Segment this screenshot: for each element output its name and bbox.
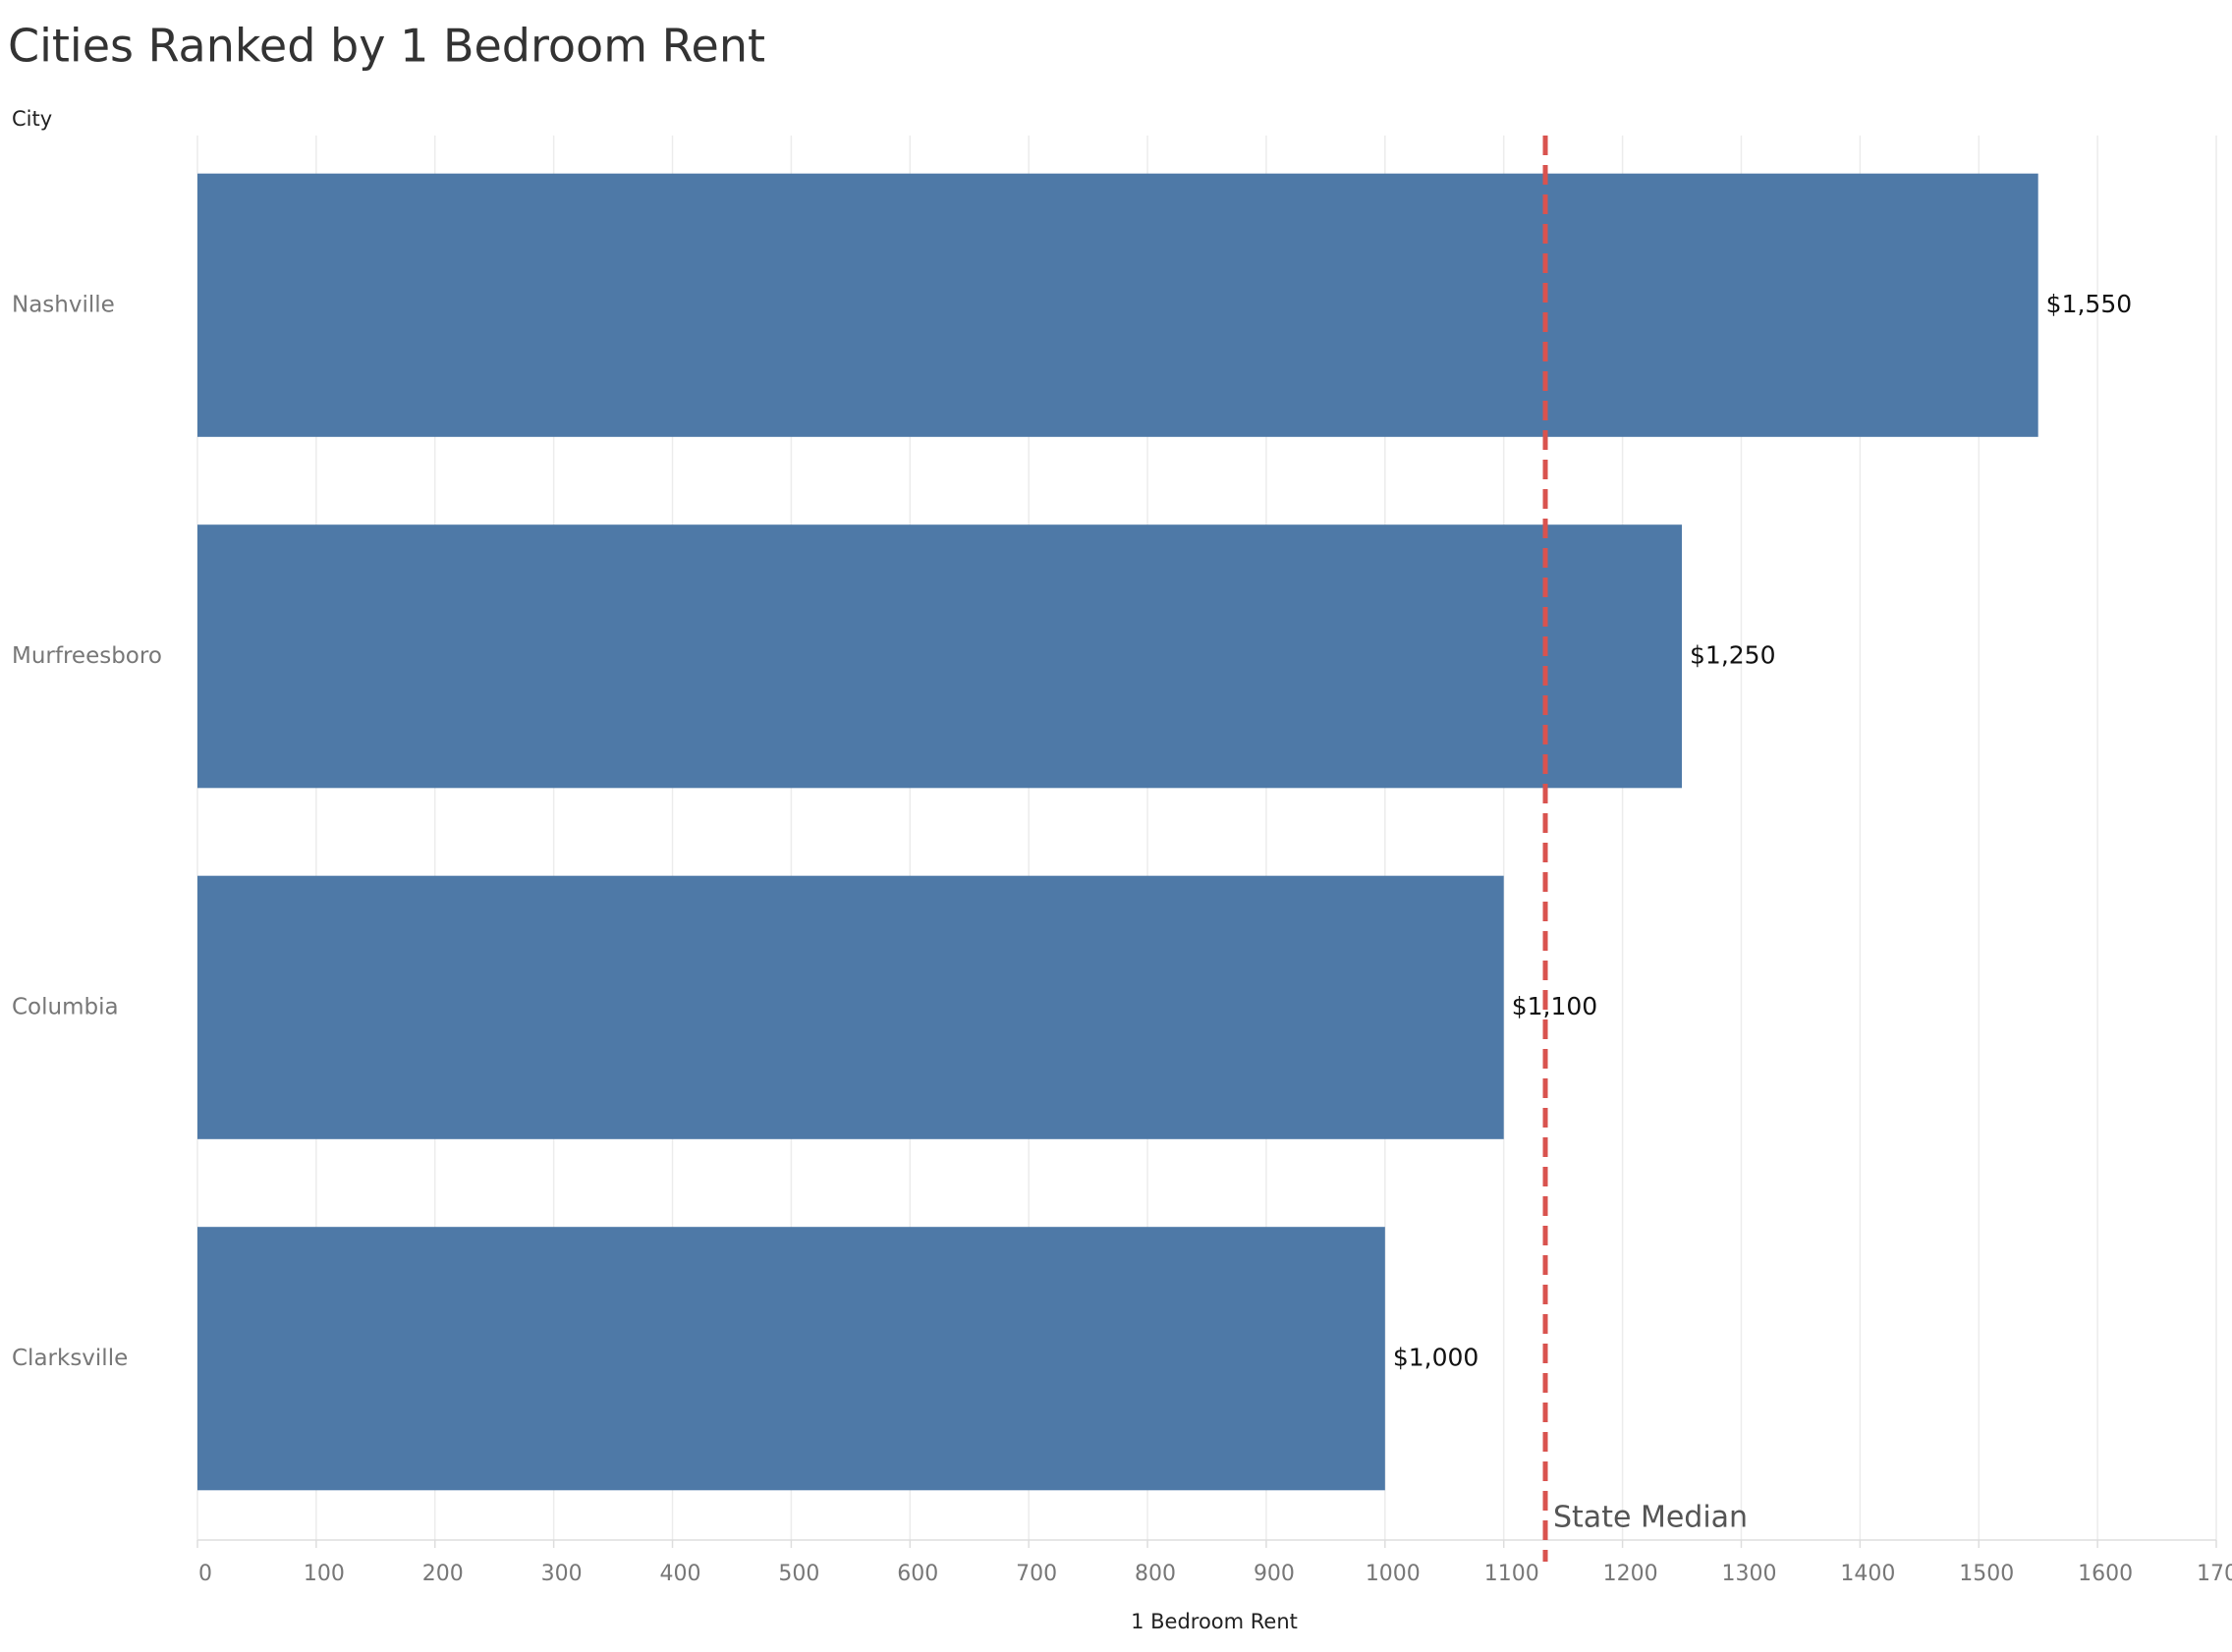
bar (197, 875, 1504, 1139)
chart-title: Cities Ranked by 1 Bedroom Rent (8, 20, 765, 73)
value-label: $1,100 (1512, 992, 1597, 1020)
x-tick-label: 200 (422, 1562, 464, 1586)
x-tick-label: 400 (660, 1562, 701, 1586)
x-tick-label: 1700 (2197, 1562, 2232, 1586)
value-label: $1,250 (1690, 640, 1775, 669)
x-tick-label: 1000 (1366, 1562, 1421, 1586)
y-tick-label: Murfreesboro (12, 643, 162, 669)
value-label: $1,000 (1393, 1343, 1479, 1371)
x-tick-label: 500 (778, 1562, 819, 1586)
x-tick-label: 1300 (1721, 1562, 1776, 1586)
value-label: $1,550 (2046, 290, 2132, 318)
x-tick-label: 900 (1254, 1562, 1295, 1586)
reference-label: State Median (1553, 1501, 1748, 1535)
y-tick-label: Nashville (12, 292, 115, 317)
x-tick-label: 800 (1135, 1562, 1176, 1586)
y-tick-label: Clarksville (12, 1346, 128, 1371)
x-tick-label: 1500 (1959, 1562, 2014, 1586)
x-tick-label: 1600 (2078, 1562, 2133, 1586)
x-tick-label: 1200 (1603, 1562, 1658, 1586)
y-axis-title: City (12, 107, 52, 131)
y-tick-label: Columbia (12, 994, 119, 1019)
x-tick-label: 300 (541, 1562, 583, 1586)
bar (197, 173, 2038, 437)
x-tick-label: 0 (198, 1562, 212, 1586)
x-tick-label: 700 (1016, 1562, 1057, 1586)
x-tick-label: 1100 (1484, 1562, 1539, 1586)
x-axis-title: 1 Bedroom Rent (1131, 1610, 1298, 1633)
x-tick-label: 100 (304, 1562, 345, 1586)
bar (197, 524, 1683, 789)
x-tick-label: 1400 (1840, 1562, 1895, 1586)
x-tick-label: 600 (897, 1562, 938, 1586)
bar (197, 1227, 1385, 1491)
